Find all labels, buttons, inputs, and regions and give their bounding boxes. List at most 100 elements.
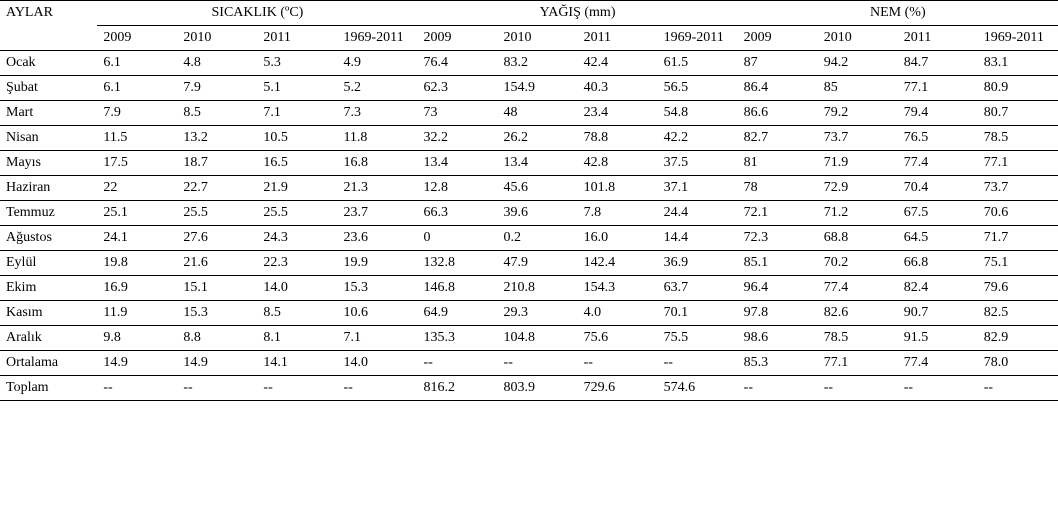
value-cell: 94.2 <box>818 51 898 76</box>
value-cell: 71.9 <box>818 151 898 176</box>
value-cell: 72.3 <box>738 226 818 251</box>
value-cell: 87 <box>738 51 818 76</box>
value-cell: 91.5 <box>898 326 978 351</box>
table-row: Haziran2222.721.921.312.845.6101.837.178… <box>0 176 1058 201</box>
value-cell: 14.9 <box>97 351 177 376</box>
value-cell: 47.9 <box>498 251 578 276</box>
table-row: Ortalama14.914.914.114.0--------85.377.1… <box>0 351 1058 376</box>
value-cell: 4.8 <box>177 51 257 76</box>
value-cell: 80.7 <box>978 101 1058 126</box>
value-cell: 14.1 <box>257 351 337 376</box>
value-cell: 10.6 <box>337 301 417 326</box>
month-cell: Ocak <box>0 51 97 76</box>
value-cell: 77.1 <box>898 76 978 101</box>
value-cell: 77.1 <box>818 351 898 376</box>
value-cell: 39.6 <box>498 201 578 226</box>
value-cell: 24.3 <box>257 226 337 251</box>
table-row: Ekim16.915.114.015.3146.8210.8154.363.79… <box>0 276 1058 301</box>
table-row: Toplam--------816.2803.9729.6574.6------… <box>0 376 1058 401</box>
value-cell: 45.6 <box>498 176 578 201</box>
value-cell: 73.7 <box>978 176 1058 201</box>
value-cell: 22.7 <box>177 176 257 201</box>
month-cell: Mayıs <box>0 151 97 176</box>
value-cell: 21.6 <box>177 251 257 276</box>
value-cell: 10.5 <box>257 126 337 151</box>
table-row: Ağustos24.127.624.323.600.216.014.472.36… <box>0 226 1058 251</box>
value-cell: 23.6 <box>337 226 417 251</box>
header-year: 2009 <box>97 26 177 51</box>
value-cell: 82.5 <box>978 301 1058 326</box>
value-cell: 54.8 <box>658 101 738 126</box>
header-year: 2011 <box>898 26 978 51</box>
header-year: 1969-2011 <box>337 26 417 51</box>
value-cell: 24.1 <box>97 226 177 251</box>
value-cell: 11.5 <box>97 126 177 151</box>
value-cell: 7.8 <box>578 201 658 226</box>
value-cell: 71.7 <box>978 226 1058 251</box>
value-cell: 78 <box>738 176 818 201</box>
value-cell: 71.2 <box>818 201 898 226</box>
header-year: 2011 <box>578 26 658 51</box>
value-cell: 816.2 <box>418 376 498 401</box>
value-cell: 4.0 <box>578 301 658 326</box>
value-cell: 37.1 <box>658 176 738 201</box>
value-cell: 96.4 <box>738 276 818 301</box>
value-cell: 66.3 <box>418 201 498 226</box>
value-cell: 82.4 <box>898 276 978 301</box>
header-year: 2010 <box>818 26 898 51</box>
value-cell: 19.9 <box>337 251 417 276</box>
header-year: 2009 <box>738 26 818 51</box>
value-cell: 22.3 <box>257 251 337 276</box>
header-year: 2010 <box>498 26 578 51</box>
value-cell: 13.2 <box>177 126 257 151</box>
value-cell: -- <box>658 351 738 376</box>
value-cell: 79.6 <box>978 276 1058 301</box>
value-cell: -- <box>578 351 658 376</box>
value-cell: -- <box>898 376 978 401</box>
header-year: 1969-2011 <box>978 26 1058 51</box>
value-cell: 135.3 <box>418 326 498 351</box>
value-cell: 803.9 <box>498 376 578 401</box>
header-group-yagis: YAĞIŞ (mm) <box>418 1 738 26</box>
month-cell: Ekim <box>0 276 97 301</box>
value-cell: 25.1 <box>97 201 177 226</box>
value-cell: -- <box>97 376 177 401</box>
value-cell: -- <box>978 376 1058 401</box>
value-cell: 82.7 <box>738 126 818 151</box>
value-cell: 8.5 <box>177 101 257 126</box>
value-cell: 8.5 <box>257 301 337 326</box>
value-cell: 0 <box>418 226 498 251</box>
value-cell: 7.9 <box>97 101 177 126</box>
value-cell: 77.1 <box>978 151 1058 176</box>
value-cell: 76.5 <box>898 126 978 151</box>
value-cell: 79.4 <box>898 101 978 126</box>
value-cell: 40.3 <box>578 76 658 101</box>
value-cell: 5.3 <box>257 51 337 76</box>
value-cell: 83.1 <box>978 51 1058 76</box>
value-cell: 64.5 <box>898 226 978 251</box>
table-row: Aralık9.88.88.17.1135.3104.875.675.598.6… <box>0 326 1058 351</box>
header-months: AYLAR <box>0 1 97 51</box>
value-cell: -- <box>418 351 498 376</box>
table-row: Temmuz25.125.525.523.766.339.67.824.472.… <box>0 201 1058 226</box>
value-cell: 29.3 <box>498 301 578 326</box>
value-cell: 7.1 <box>257 101 337 126</box>
value-cell: 142.4 <box>578 251 658 276</box>
value-cell: 14.9 <box>177 351 257 376</box>
value-cell: 70.1 <box>658 301 738 326</box>
month-cell: Kasım <box>0 301 97 326</box>
value-cell: 42.2 <box>658 126 738 151</box>
month-cell: Şubat <box>0 76 97 101</box>
value-cell: 82.9 <box>978 326 1058 351</box>
value-cell: 66.8 <box>898 251 978 276</box>
value-cell: 11.8 <box>337 126 417 151</box>
value-cell: 4.9 <box>337 51 417 76</box>
value-cell: 16.9 <box>97 276 177 301</box>
value-cell: 75.1 <box>978 251 1058 276</box>
value-cell: -- <box>498 351 578 376</box>
value-cell: 75.6 <box>578 326 658 351</box>
value-cell: 13.4 <box>498 151 578 176</box>
month-cell: Ortalama <box>0 351 97 376</box>
value-cell: 73.7 <box>818 126 898 151</box>
value-cell: 21.3 <box>337 176 417 201</box>
